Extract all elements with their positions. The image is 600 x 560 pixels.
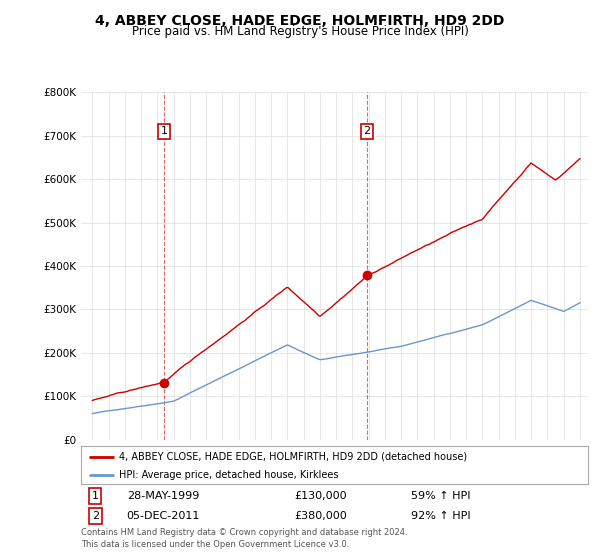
Text: £380,000: £380,000 bbox=[294, 511, 347, 521]
Text: This data is licensed under the Open Government Licence v3.0.: This data is licensed under the Open Gov… bbox=[81, 540, 349, 549]
Text: 4, ABBEY CLOSE, HADE EDGE, HOLMFIRTH, HD9 2DD (detached house): 4, ABBEY CLOSE, HADE EDGE, HOLMFIRTH, HD… bbox=[119, 452, 467, 462]
Text: Contains HM Land Registry data © Crown copyright and database right 2024.: Contains HM Land Registry data © Crown c… bbox=[81, 528, 407, 536]
Text: Price paid vs. HM Land Registry's House Price Index (HPI): Price paid vs. HM Land Registry's House … bbox=[131, 25, 469, 38]
Text: £130,000: £130,000 bbox=[294, 491, 347, 501]
Text: 05-DEC-2011: 05-DEC-2011 bbox=[127, 511, 200, 521]
Text: 28-MAY-1999: 28-MAY-1999 bbox=[127, 491, 199, 501]
Text: 1: 1 bbox=[92, 491, 98, 501]
Text: 2: 2 bbox=[92, 511, 99, 521]
Text: HPI: Average price, detached house, Kirklees: HPI: Average price, detached house, Kirk… bbox=[119, 470, 338, 480]
Text: 1: 1 bbox=[160, 127, 167, 137]
Text: 2: 2 bbox=[364, 127, 371, 137]
Text: 59% ↑ HPI: 59% ↑ HPI bbox=[410, 491, 470, 501]
Text: 4, ABBEY CLOSE, HADE EDGE, HOLMFIRTH, HD9 2DD: 4, ABBEY CLOSE, HADE EDGE, HOLMFIRTH, HD… bbox=[95, 14, 505, 28]
Text: 92% ↑ HPI: 92% ↑ HPI bbox=[410, 511, 470, 521]
